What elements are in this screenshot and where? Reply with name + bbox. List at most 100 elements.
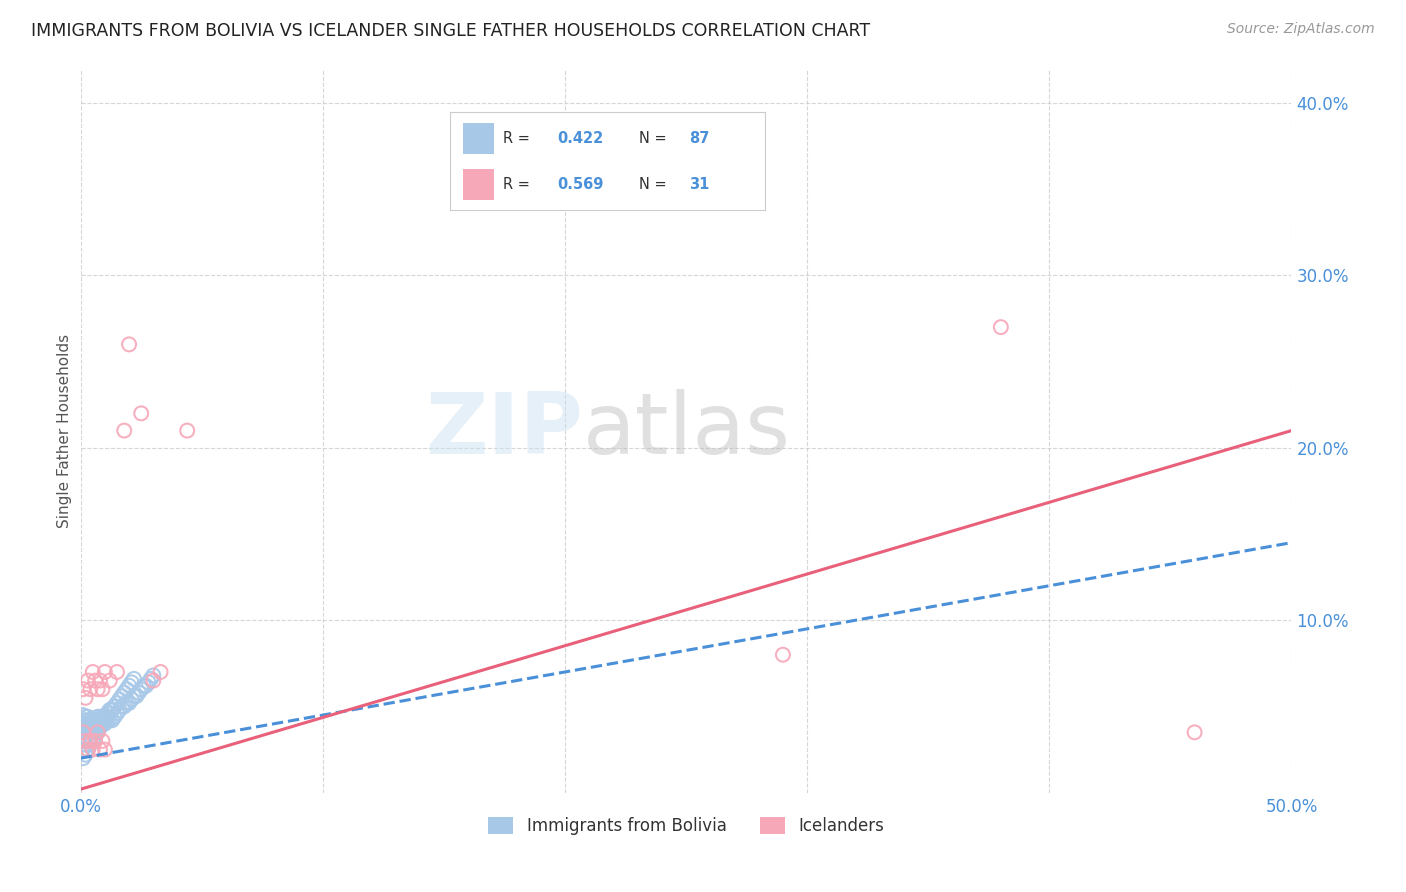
Point	[82, 734, 104, 748]
Point	[84, 673, 107, 688]
Point	[91, 716, 114, 731]
Point	[138, 675, 160, 690]
Point	[105, 696, 128, 710]
Point	[84, 713, 107, 727]
Point	[86, 720, 108, 734]
Point	[77, 734, 100, 748]
Point	[79, 731, 101, 745]
Point	[91, 734, 114, 748]
Point	[101, 713, 124, 727]
Point	[89, 673, 111, 688]
Point	[121, 675, 143, 690]
Point	[135, 679, 157, 693]
Point	[82, 665, 104, 679]
Point	[96, 713, 118, 727]
Point	[72, 734, 94, 748]
Point	[98, 706, 121, 721]
Point	[77, 710, 100, 724]
Point	[75, 731, 97, 745]
Point	[118, 679, 141, 693]
Point	[91, 710, 114, 724]
Point	[132, 679, 155, 693]
Point	[142, 673, 165, 688]
Point	[75, 734, 97, 748]
Point	[91, 716, 114, 731]
Point	[79, 720, 101, 734]
Point	[82, 720, 104, 734]
Point	[72, 708, 94, 723]
Y-axis label: Single Father Households: Single Father Households	[58, 334, 72, 528]
Text: ZIP: ZIP	[426, 389, 583, 472]
Point	[115, 696, 138, 710]
Point	[84, 716, 107, 731]
Point	[72, 682, 94, 697]
Point	[86, 682, 108, 697]
Point	[118, 337, 141, 351]
Point	[98, 713, 121, 727]
Point	[128, 686, 150, 700]
Point	[112, 699, 135, 714]
Point	[94, 713, 117, 727]
Point	[139, 672, 162, 686]
Point	[89, 742, 111, 756]
Point	[101, 703, 124, 717]
Point	[82, 725, 104, 739]
Point	[84, 731, 107, 745]
Point	[91, 682, 114, 697]
Point	[84, 734, 107, 748]
Point	[122, 672, 145, 686]
Point	[142, 668, 165, 682]
Point	[77, 720, 100, 734]
Point	[84, 720, 107, 734]
Point	[86, 710, 108, 724]
Point	[72, 716, 94, 731]
Point	[82, 723, 104, 738]
Point	[79, 716, 101, 731]
Point	[89, 716, 111, 731]
Point	[79, 738, 101, 752]
Point	[96, 706, 118, 721]
Point	[79, 713, 101, 727]
Text: IMMIGRANTS FROM BOLIVIA VS ICELANDER SINGLE FATHER HOUSEHOLDS CORRELATION CHART: IMMIGRANTS FROM BOLIVIA VS ICELANDER SIN…	[31, 22, 870, 40]
Point	[75, 747, 97, 762]
Point	[121, 692, 143, 706]
Point	[105, 706, 128, 721]
Point	[94, 716, 117, 731]
Point	[118, 696, 141, 710]
Point	[79, 723, 101, 738]
Point	[101, 703, 124, 717]
Point	[77, 673, 100, 688]
Point	[1184, 725, 1206, 739]
Text: atlas: atlas	[583, 389, 792, 472]
Point	[98, 703, 121, 717]
Point	[72, 725, 94, 739]
Point	[86, 716, 108, 731]
Point	[94, 710, 117, 724]
Point	[149, 665, 172, 679]
Point	[75, 710, 97, 724]
Point	[82, 713, 104, 727]
Point	[108, 703, 131, 717]
Point	[112, 424, 135, 438]
Point	[75, 713, 97, 727]
Point	[176, 424, 198, 438]
Point	[108, 692, 131, 706]
Point	[990, 320, 1012, 334]
Point	[75, 723, 97, 738]
Point	[96, 710, 118, 724]
Point	[72, 742, 94, 756]
Point	[122, 689, 145, 703]
Point	[86, 725, 108, 739]
Point	[772, 648, 794, 662]
Point	[103, 710, 125, 724]
Point	[86, 725, 108, 739]
Point	[72, 751, 94, 765]
Point	[98, 673, 121, 688]
Point	[94, 665, 117, 679]
Point	[75, 720, 97, 734]
Point	[111, 699, 134, 714]
Point	[72, 725, 94, 739]
Point	[103, 699, 125, 714]
Point	[79, 734, 101, 748]
Point	[84, 723, 107, 738]
